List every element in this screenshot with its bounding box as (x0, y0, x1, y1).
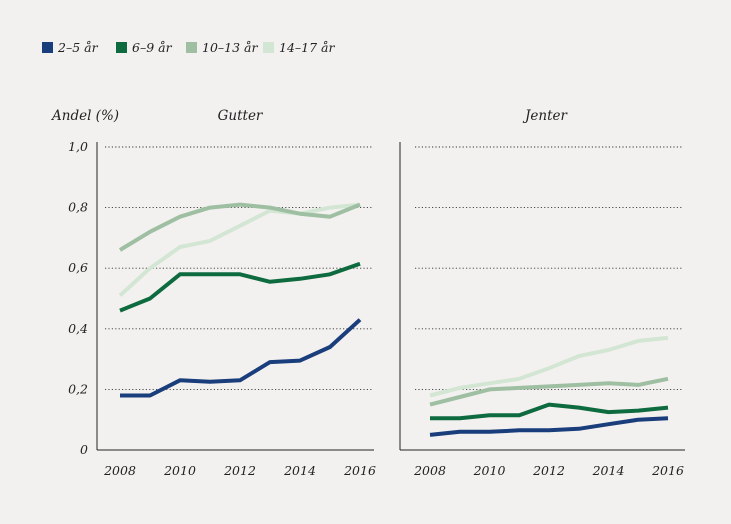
panel-jenter: Jenter 2008 2010 2012 2014 2016 (399, 108, 685, 478)
panel-gutter: Gutter 0 0,2 0,4 0,6 0,8 1,0 2008 2010 2012 2014 20… (68, 108, 376, 478)
legend-label: 6–9 år (132, 40, 173, 55)
legend-swatch (42, 42, 53, 53)
series-line (429, 416, 669, 437)
y-tick-label: 0,6 (68, 260, 88, 275)
legend-label: 2–5 år (57, 40, 99, 55)
y-tick-label: 0,4 (68, 321, 88, 336)
x-tick-label: 2014 (283, 463, 316, 478)
y-tick-label: 0 (80, 442, 88, 457)
series-line (119, 261, 361, 313)
series-line (118, 202, 361, 297)
x-tick-label: 2016 (343, 463, 376, 478)
x-tick-label: 2008 (103, 463, 136, 478)
x-tick-label: 2008 (413, 463, 446, 478)
series-line (430, 402, 669, 421)
y-tick-label: 0,2 (68, 381, 88, 396)
legend: 2–5 år 6–9 år 10–13 år 14–17 år (42, 40, 335, 55)
y-tick-label: 0,8 (68, 200, 88, 215)
series-line (120, 318, 362, 398)
legend-swatch (263, 42, 274, 53)
x-tick-label: 2010 (473, 463, 506, 478)
legend-label: 14–17 år (279, 40, 335, 55)
panel-title: Jenter (522, 108, 569, 124)
panel-title: Gutter (218, 108, 264, 124)
series-line (118, 202, 361, 252)
series-line (429, 335, 669, 398)
legend-label: 10–13 år (202, 40, 258, 55)
x-tick-label: 2016 (651, 463, 684, 478)
series-line (429, 376, 669, 407)
x-tick-label: 2014 (592, 463, 625, 478)
x-tick-label: 2012 (532, 463, 565, 478)
x-tick-label: 2012 (223, 463, 256, 478)
legend-swatch (116, 42, 127, 53)
x-tick-label: 2010 (163, 463, 196, 478)
y-tick-label: 1,0 (68, 139, 88, 154)
y-axis-label: Andel (%) (50, 108, 119, 124)
legend-swatch (186, 42, 197, 53)
